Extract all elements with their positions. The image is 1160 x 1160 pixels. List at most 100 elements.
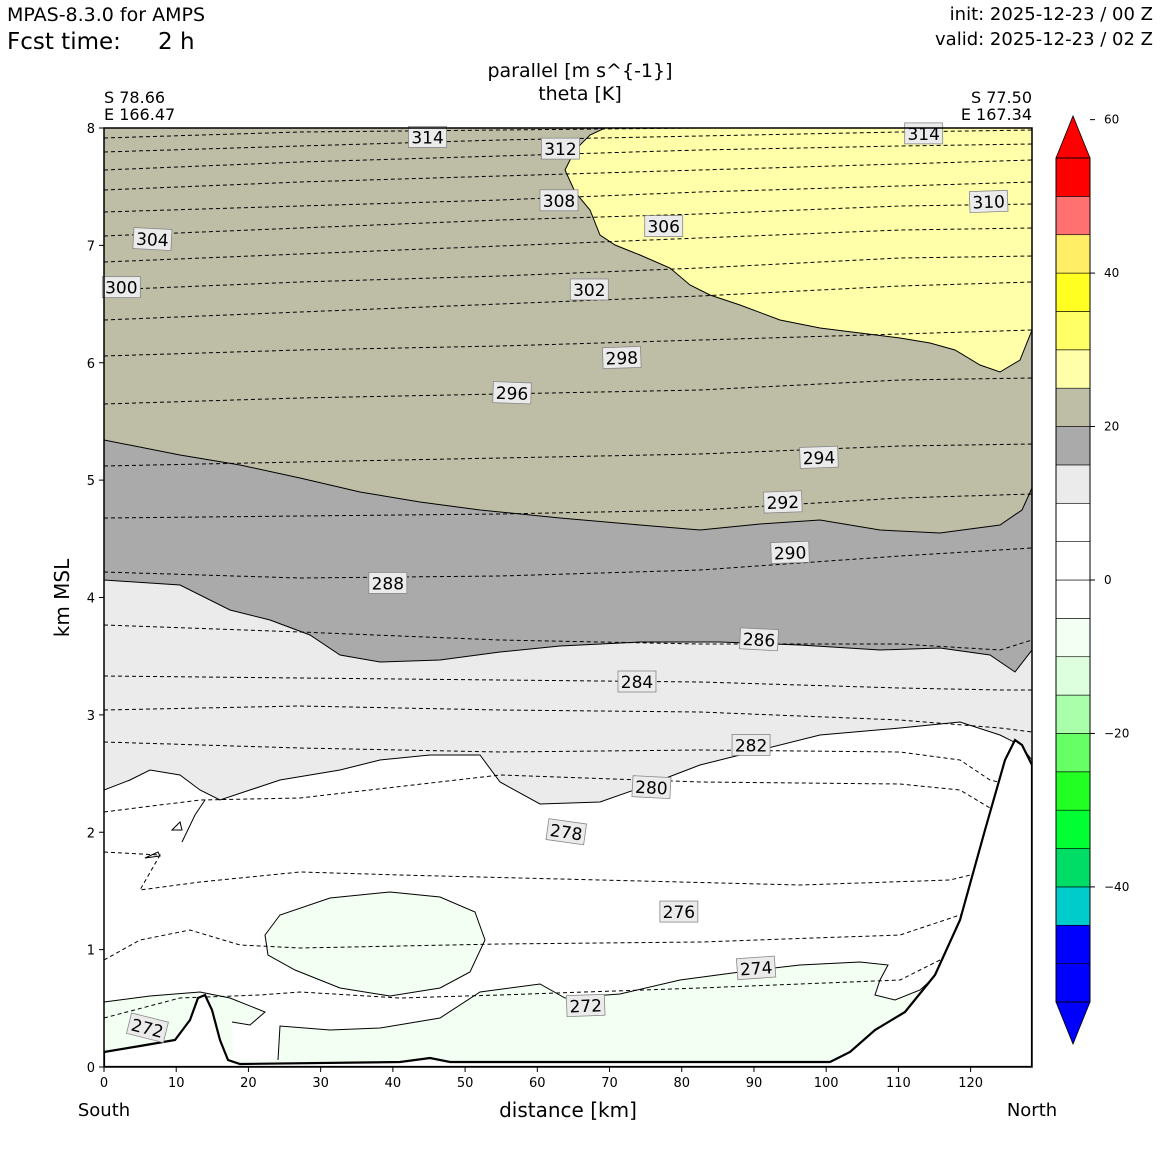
theta-label-text: 284 (621, 673, 653, 693)
theta-label-box (368, 572, 408, 594)
init-time: init: 2025-12-23 / 00 Z (949, 4, 1153, 25)
x-tick-label: 110 (886, 1076, 911, 1091)
terrain-profile (104, 738, 1032, 1067)
colorbar-segment (1055, 771, 1091, 811)
x-tick-label: 50 (457, 1076, 474, 1091)
theta-label: 284 (617, 670, 657, 693)
chart-subtitle: theta [K] (538, 83, 622, 105)
theta-label-box (602, 345, 642, 370)
colorbar-segment (1055, 924, 1091, 964)
y-tick-label: 8 (87, 122, 95, 137)
right-end-longitude: E 167.34 (960, 105, 1032, 124)
theta-label: 276 (659, 900, 699, 923)
colorbar-top-extension (1055, 114, 1091, 159)
axis-layer: 0 10 20 30 40 50 60 70 80 90 100 110 120 0 1 2 3 4 5 6 7 8 (87, 122, 983, 1091)
theta-label-box (125, 1012, 169, 1044)
colorbar-segment (1055, 349, 1091, 389)
colorbar-segment (1055, 196, 1091, 236)
theta-label-text: 282 (735, 736, 767, 756)
x-tick-label: 0 (100, 1076, 108, 1091)
theta-isentropes (104, 128, 1032, 1019)
theta-label-text: 276 (663, 903, 695, 923)
direction-north: North (1006, 1100, 1058, 1121)
theta-label-box (492, 381, 532, 405)
theta-label-text: 314 (907, 125, 939, 145)
theta-label-text: 292 (766, 493, 799, 514)
wind-fill-negative-upper (265, 892, 485, 996)
theta-label: 300 (101, 276, 141, 299)
theta-label-box (132, 227, 173, 251)
colorbar-tick-label: 20 (1104, 420, 1119, 434)
y-tick-label: 1 (87, 944, 95, 959)
theta-label-box (731, 733, 771, 756)
theta-label: 272 (565, 993, 606, 1018)
theta-label: 296 (492, 381, 532, 405)
y-tick-label: 2 (87, 826, 95, 841)
x-tick-label: 30 (312, 1076, 329, 1091)
colorbar-segment (1055, 618, 1091, 658)
x-tick-label: 80 (673, 1076, 690, 1091)
x-axis-label: distance [km] (499, 1098, 637, 1122)
colorbar-segment (1055, 541, 1091, 581)
x-tick-label: 20 (240, 1076, 257, 1091)
colorbar-segment (1055, 963, 1091, 1003)
theta-label-text: 312 (544, 140, 576, 160)
colorbar-segment (1055, 502, 1091, 542)
colorbar-segment (1055, 157, 1091, 197)
colorbar-segment (1055, 886, 1091, 926)
valid-time: valid: 2025-12-23 / 02 Z (935, 29, 1153, 50)
theta-label: 306 (644, 215, 684, 238)
colorbar-segment (1055, 579, 1091, 619)
y-tick-label: 4 (87, 592, 95, 607)
theta-label-box (763, 490, 803, 514)
colorbar-segment (1055, 464, 1091, 504)
colorbar-segment (1055, 733, 1091, 773)
y-tick-label: 6 (87, 357, 95, 372)
theta-label-text: 296 (495, 384, 528, 405)
colorbar-segment (1055, 311, 1091, 351)
theta-label-text: 310 (972, 192, 1005, 213)
colorbar-segment (1055, 426, 1091, 466)
colorbar-tick-label: 0 (1104, 573, 1112, 587)
theta-label-box (739, 627, 779, 652)
colorbar-segment (1055, 234, 1091, 274)
theta-label-text: 286 (742, 630, 775, 652)
forecast-time-label: Fcst time: (7, 29, 121, 55)
colorbar-segment (1055, 694, 1091, 734)
colorbar-segment (1055, 272, 1091, 312)
theta-label-box (968, 189, 1009, 214)
theta-label-box (408, 125, 447, 148)
theta-label-text: 306 (647, 218, 679, 238)
theta-label: 314 (408, 125, 447, 148)
theta-label: 298 (602, 345, 642, 370)
theta-label: 310 (968, 189, 1009, 214)
wind-fill-10-15 (104, 580, 1032, 804)
model-name: MPAS-8.3.0 for AMPS (7, 4, 206, 26)
y-tick-label: 7 (87, 239, 95, 254)
direction-south: South (77, 1100, 131, 1121)
theta-label-box (101, 276, 141, 299)
colorbar: 60 40 20 0 −20 −40 (1055, 113, 1129, 1046)
right-end-latitude: S 77.50 (970, 88, 1032, 107)
theta-label: 282 (731, 733, 771, 756)
theta-label-text: 308 (543, 192, 575, 212)
theta-label-box (539, 189, 579, 212)
theta-label-box (617, 670, 657, 693)
theta-label: 308 (539, 189, 579, 212)
theta-label-box (565, 993, 606, 1018)
theta-label: 294 (799, 445, 839, 469)
theta-label-box (631, 775, 672, 800)
theta-label: 304 (132, 227, 173, 251)
x-tick-label: 90 (746, 1076, 763, 1091)
theta-label-text: 302 (573, 281, 605, 301)
theta-label-text: 294 (802, 448, 835, 469)
theta-label-text: 288 (372, 574, 404, 594)
theta-label-box (735, 955, 777, 981)
x-tick-label: 100 (814, 1076, 839, 1091)
x-tick-label: 60 (529, 1076, 546, 1091)
x-tick-label: 120 (958, 1076, 983, 1091)
theta-label-text: 290 (774, 543, 807, 564)
x-tick-label: 70 (601, 1076, 618, 1091)
left-end-latitude: S 78.66 (104, 88, 166, 107)
